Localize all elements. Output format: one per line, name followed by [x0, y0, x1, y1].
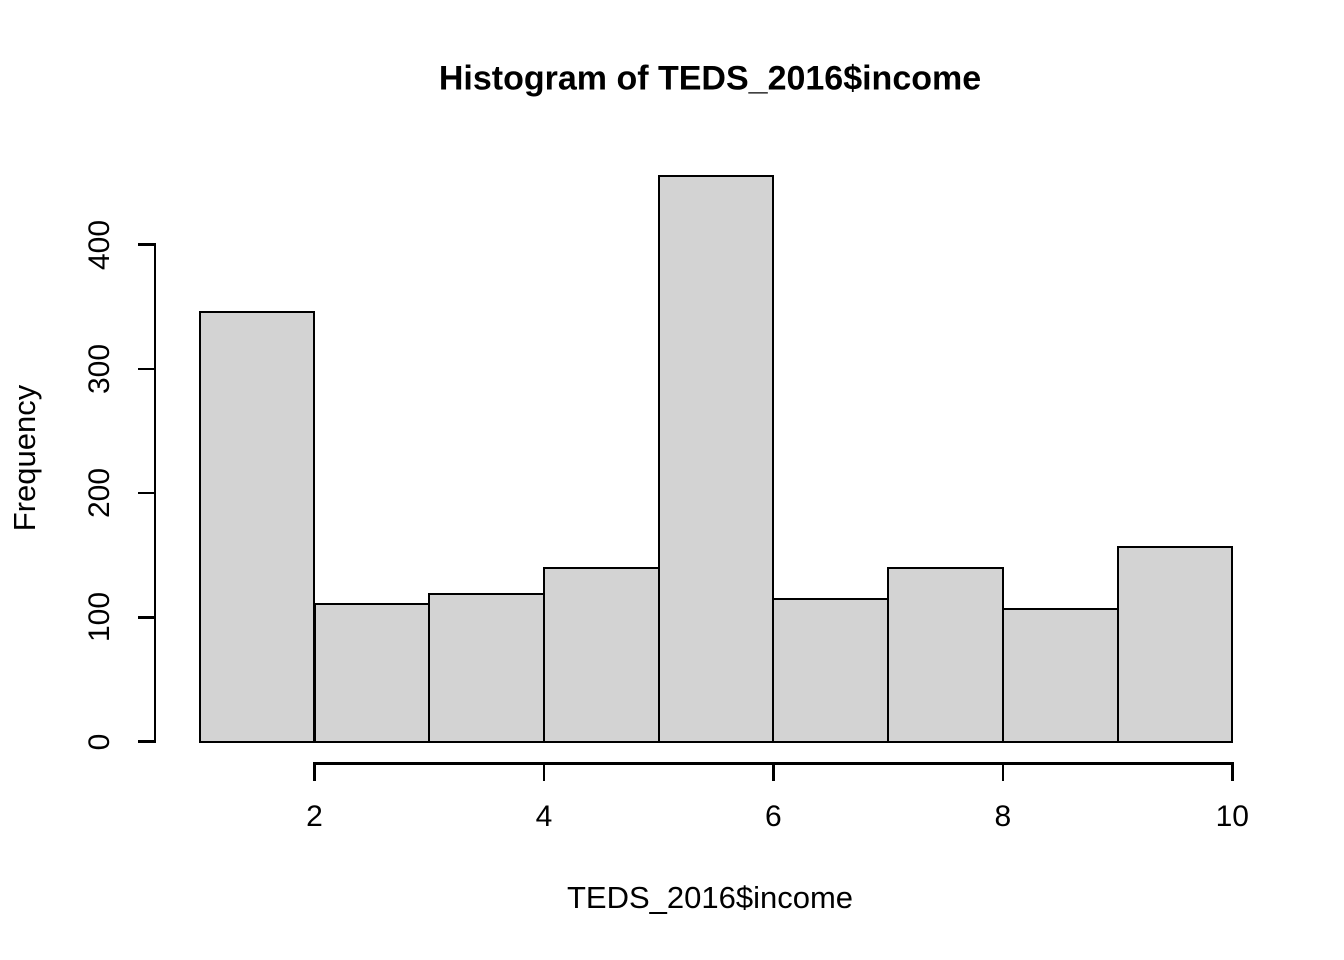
x-tick-label: 2 — [306, 800, 323, 833]
x-tick — [772, 762, 775, 781]
x-axis-label: TEDS_2016$income — [566, 880, 854, 915]
histogram-bar — [428, 592, 545, 743]
histogram-bar — [313, 602, 431, 743]
x-tick — [1231, 762, 1234, 781]
histogram-bar — [657, 175, 775, 743]
y-tick-label: 0 — [83, 733, 116, 750]
y-tick — [137, 243, 156, 246]
x-tick-label: 8 — [994, 800, 1012, 833]
histogram-bar — [1001, 607, 1119, 743]
y-tick-label: 200 — [83, 468, 116, 519]
x-tick — [1001, 762, 1005, 781]
histogram-bar — [198, 310, 316, 743]
chart-title: Histogram of TEDS_2016$income — [438, 59, 982, 98]
y-tick-label: 300 — [83, 343, 116, 394]
histogram-bar — [1116, 545, 1234, 743]
x-tick-label: 10 — [1215, 800, 1249, 833]
y-tick — [137, 367, 156, 371]
y-tick — [137, 491, 156, 495]
histogram-bar — [542, 566, 660, 743]
y-tick-label: 400 — [83, 219, 116, 270]
x-tick — [542, 762, 546, 781]
y-tick — [137, 616, 156, 619]
y-axis-label: Frequency — [7, 384, 42, 532]
histogram-bar — [772, 597, 890, 743]
y-tick — [137, 740, 156, 743]
x-tick — [313, 762, 316, 781]
histogram-bar — [887, 566, 1004, 743]
y-tick-label: 100 — [83, 592, 116, 643]
x-tick-label: 6 — [765, 800, 782, 833]
x-tick-label: 4 — [535, 800, 553, 833]
